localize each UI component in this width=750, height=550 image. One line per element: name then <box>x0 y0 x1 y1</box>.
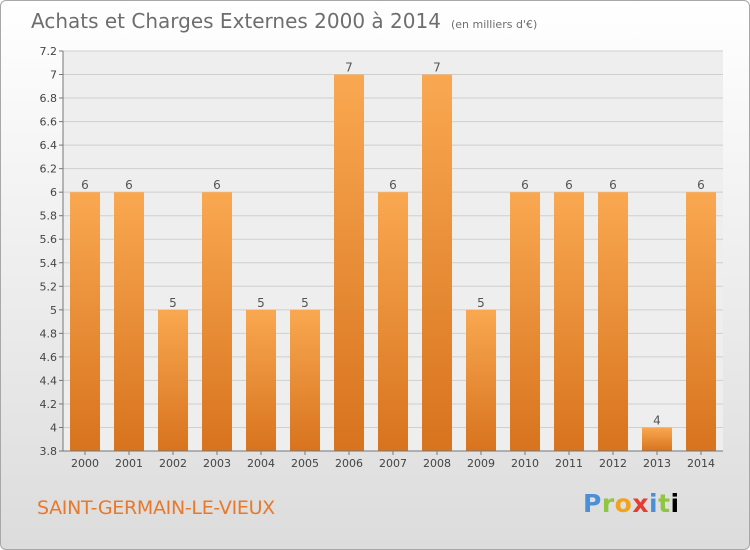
x-tick-label: 2012 <box>599 457 627 470</box>
bar <box>158 309 188 451</box>
x-tick-label: 2001 <box>115 457 143 470</box>
y-tick-label: 5 <box>50 304 57 317</box>
bar <box>510 192 540 452</box>
bar <box>378 192 408 452</box>
data-label: 6 <box>213 178 221 192</box>
x-tick-label: 2000 <box>71 457 99 470</box>
logo-letter: t <box>658 489 671 518</box>
y-tick-label: 4.2 <box>40 398 58 411</box>
y-tick-label: 4.4 <box>40 374 58 387</box>
y-tick-label: 6.8 <box>40 92 58 105</box>
x-tick-label: 2004 <box>247 457 275 470</box>
bar <box>290 309 320 451</box>
proxiti-logo: Proxiti <box>583 489 680 518</box>
bars: 6 6 5 6 5 5 7 6 7 5 6 6 6 4 6 <box>70 61 716 452</box>
axes: 3.8 4 4.2 4.4 4.6 4.8 5 5.2 5.4 5.6 5.8 6 6.2 6.4 6.6 6… <box>40 45 723 470</box>
data-label: 5 <box>257 296 265 310</box>
bar <box>422 74 452 451</box>
logo-letter: x <box>632 489 649 518</box>
x-tick-label: 2009 <box>467 457 495 470</box>
bar <box>70 192 100 452</box>
data-label: 6 <box>125 178 133 192</box>
bar <box>246 309 276 451</box>
chart-unit: (en milliers d'€) <box>450 18 538 31</box>
y-tick-label: 5.4 <box>40 257 58 270</box>
bar <box>202 192 232 452</box>
data-label: 5 <box>169 296 177 310</box>
bar <box>466 309 496 451</box>
bar <box>114 192 144 452</box>
bar <box>642 427 672 451</box>
y-tick-label: 5.2 <box>40 280 58 293</box>
y-tick-label: 4.6 <box>40 351 58 364</box>
logo-letter: i <box>670 489 680 518</box>
data-label: 5 <box>301 296 309 310</box>
chart-title: Achats et Charges Externes 2000 à 2014 (e… <box>31 9 537 33</box>
data-label: 6 <box>521 178 529 192</box>
data-label: 7 <box>345 61 353 75</box>
x-tick-label: 2013 <box>643 457 671 470</box>
logo-letter: i <box>649 489 659 518</box>
data-label: 6 <box>609 178 617 192</box>
x-tick-label: 2008 <box>423 457 451 470</box>
y-tick-label: 6.2 <box>40 163 58 176</box>
y-tick-label: 5.6 <box>40 233 58 246</box>
x-tick-label: 2005 <box>291 457 319 470</box>
y-tick-label: 7 <box>50 69 57 82</box>
y-tick-label: 4 <box>50 421 57 434</box>
x-tick-label: 2007 <box>379 457 407 470</box>
x-tick-label: 2010 <box>511 457 539 470</box>
x-tick-label: 2014 <box>687 457 715 470</box>
data-label: 6 <box>565 178 573 192</box>
logo-letter: o <box>614 489 633 518</box>
y-tick-label: 6.6 <box>40 116 58 129</box>
y-tick-label: 3.8 <box>40 445 58 458</box>
logo-letter: r <box>601 489 615 518</box>
data-label: 7 <box>433 61 441 75</box>
bar <box>334 74 364 451</box>
bar <box>554 192 584 452</box>
chart-title-text: Achats et Charges Externes 2000 à 2014 <box>31 9 441 33</box>
x-tick-label: 2003 <box>203 457 231 470</box>
x-tick-label: 2006 <box>335 457 363 470</box>
data-label: 6 <box>81 178 89 192</box>
y-tick-label: 4.8 <box>40 327 58 340</box>
data-label: 6 <box>697 178 705 192</box>
data-label: 6 <box>389 178 397 192</box>
data-label: 4 <box>653 413 661 427</box>
y-tick-label: 6 <box>50 186 57 199</box>
x-tick-label: 2011 <box>555 457 583 470</box>
logo-letter: P <box>583 489 602 518</box>
data-label: 5 <box>477 296 485 310</box>
bar <box>686 192 716 452</box>
x-tick-label: 2002 <box>159 457 187 470</box>
y-tick-label: 5.8 <box>40 210 58 223</box>
y-tick-label: 7.2 <box>40 45 58 58</box>
town-name: SAINT-GERMAIN-LE-VIEUX <box>37 497 275 519</box>
y-tick-label: 6.4 <box>40 139 58 152</box>
bar <box>598 192 628 452</box>
